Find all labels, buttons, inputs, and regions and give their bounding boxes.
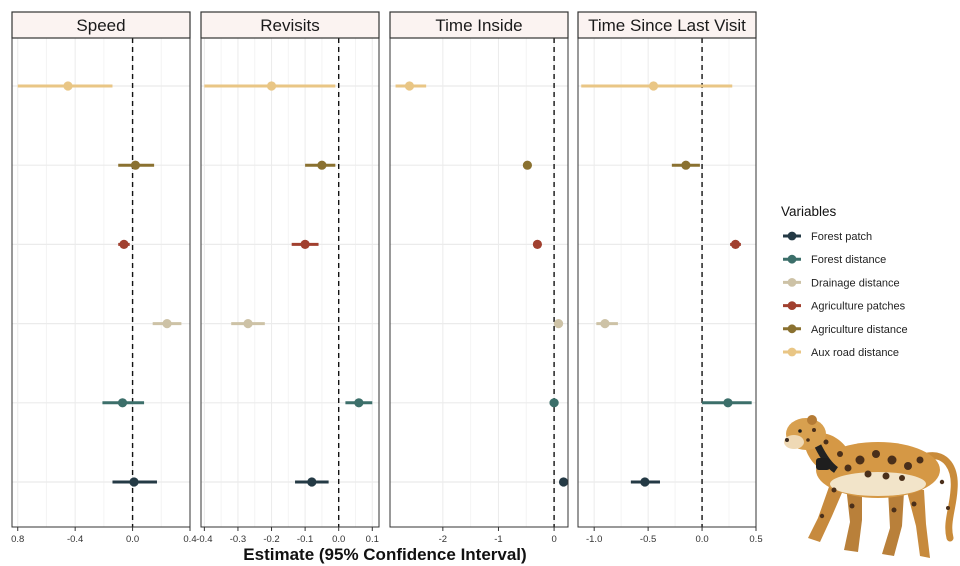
point-estimate-forest-distance bbox=[549, 398, 559, 408]
legend-key-point bbox=[787, 324, 797, 334]
point-estimate-drainage-distance bbox=[553, 319, 564, 329]
legend-item-label: Agriculture distance bbox=[811, 324, 908, 336]
strip-header bbox=[200, 11, 380, 39]
strip-header bbox=[577, 11, 757, 39]
point-estimate-drainage-distance bbox=[243, 319, 253, 329]
legend-key-point bbox=[787, 347, 797, 357]
x-tick-label: -0.5 bbox=[640, 534, 656, 545]
strip-title: Speed bbox=[76, 16, 125, 35]
x-tick-label: -0.1 bbox=[297, 534, 313, 545]
x-tick-label: -2 bbox=[439, 534, 447, 545]
legend: Variables Forest patch Forest distance Drai… bbox=[781, 204, 908, 359]
point-estimate-forest-distance bbox=[117, 398, 128, 408]
x-tick-label: -1.0 bbox=[586, 534, 602, 545]
point-estimate-forest-patch bbox=[640, 477, 650, 487]
point-estimate-agriculture-patches bbox=[119, 239, 129, 249]
legend-item-label: Drainage distance bbox=[811, 277, 900, 289]
legend-item-label: Forest patch bbox=[811, 231, 872, 243]
panel-background bbox=[390, 38, 568, 527]
legend-item-label: Agriculture patches bbox=[811, 301, 906, 313]
panel-background bbox=[578, 38, 756, 527]
panel-speed: Speed 0.8 -0.4 0.0 0.4 bbox=[11, 11, 197, 545]
point-estimate-drainage-distance bbox=[162, 319, 172, 329]
point-estimate-agriculture-distance bbox=[522, 160, 532, 170]
legend-key-point bbox=[787, 231, 797, 241]
legend-key-point bbox=[787, 278, 797, 287]
strip-header bbox=[11, 11, 191, 39]
legend-item-label: Forest distance bbox=[811, 254, 886, 266]
x-tick-label: 0.1 bbox=[366, 534, 379, 545]
x-tick-label: 0.0 bbox=[695, 534, 708, 545]
x-tick-label: -1 bbox=[494, 534, 502, 545]
x-tick-label: 0.8 bbox=[11, 534, 24, 545]
point-estimate-forest-patch bbox=[558, 477, 569, 487]
x-tick-label: 0.0 bbox=[332, 534, 345, 545]
x-tick-label: -0.3 bbox=[230, 534, 246, 545]
point-estimate-aux-road-distance bbox=[63, 81, 73, 91]
legend-key-point bbox=[787, 301, 797, 310]
point-estimate-forest-patch bbox=[307, 477, 317, 487]
x-tick-label: -0.4 bbox=[196, 534, 212, 545]
x-tick-label: -0.4 bbox=[67, 534, 83, 545]
panels-layer: Speed 0.8 -0.4 0.0 0.4 Revisits -0.4 -0.3 -0.2 -0… bbox=[11, 11, 763, 545]
legend-key-point bbox=[787, 254, 797, 264]
point-estimate-agriculture-patches bbox=[532, 239, 543, 249]
panel-time-since-last-visit: Time Since Last Visit -1.0 -0.5 0.0 0.5 bbox=[577, 11, 763, 545]
point-estimate-forest-distance bbox=[723, 398, 733, 408]
x-axis-label: Estimate (95% Confidence Interval) bbox=[243, 545, 526, 564]
x-tick-label: 0.4 bbox=[183, 534, 196, 545]
point-estimate-agriculture-distance bbox=[317, 160, 327, 170]
jaguar-illustration bbox=[784, 415, 958, 558]
strip-title: Revisits bbox=[260, 16, 320, 35]
panel-revisits: Revisits -0.4 -0.3 -0.2 -0.1 0.0 0.1 bbox=[196, 11, 380, 545]
point-estimate-aux-road-distance bbox=[648, 81, 659, 91]
strip-header bbox=[389, 11, 569, 39]
panel-background bbox=[12, 38, 190, 527]
point-estimate-forest-distance bbox=[354, 398, 364, 408]
x-tick-label: 0.5 bbox=[749, 534, 762, 545]
point-estimate-aux-road-distance bbox=[266, 81, 277, 91]
x-tick-label: 0.0 bbox=[126, 534, 139, 545]
point-estimate-aux-road-distance bbox=[404, 81, 415, 91]
point-estimate-agriculture-distance bbox=[681, 160, 691, 170]
legend-item-label: Aux road distance bbox=[811, 347, 899, 359]
panel-background bbox=[201, 38, 379, 527]
point-estimate-agriculture-distance bbox=[130, 160, 141, 170]
strip-title: Time Since Last Visit bbox=[588, 16, 746, 35]
x-tick-label: 0 bbox=[551, 534, 556, 545]
point-estimate-agriculture-patches bbox=[300, 239, 310, 249]
point-estimate-agriculture-patches bbox=[730, 239, 741, 249]
legend-title: Variables bbox=[781, 204, 837, 219]
strip-title: Time Inside bbox=[435, 16, 522, 35]
point-estimate-forest-patch bbox=[129, 477, 139, 487]
panel-time-inside: Time Inside -2 -1 0 bbox=[389, 11, 569, 545]
x-tick-label: -0.2 bbox=[263, 534, 279, 545]
point-estimate-drainage-distance bbox=[600, 319, 610, 329]
